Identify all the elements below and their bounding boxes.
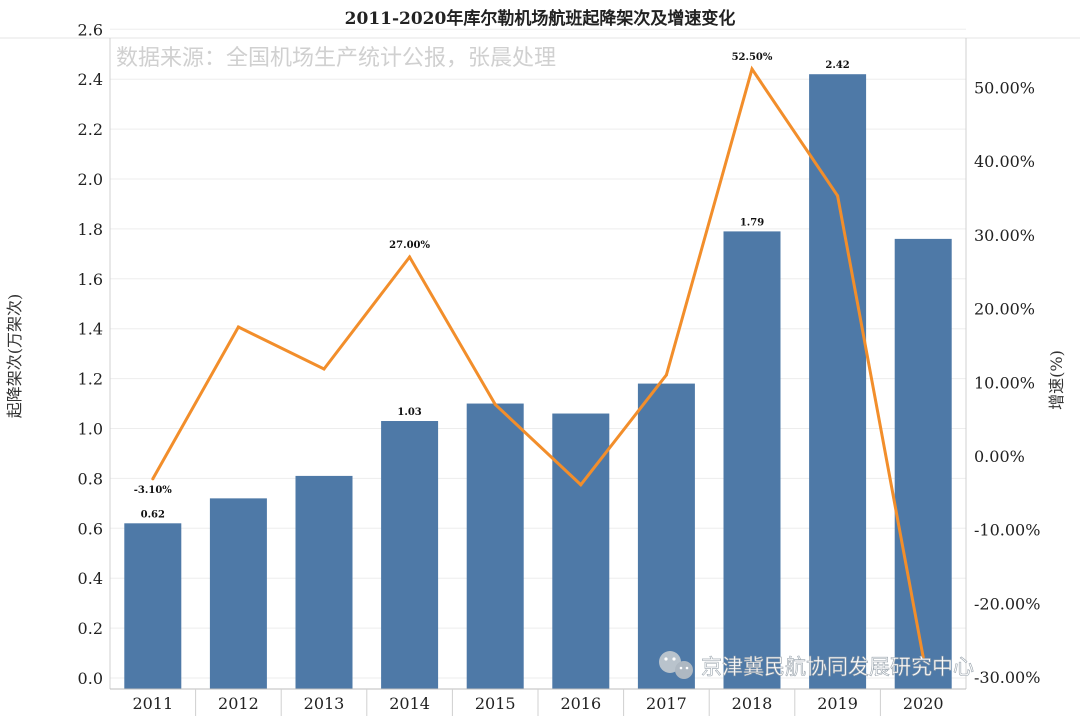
x-tick-label-2016: 2016 (560, 694, 601, 713)
bar-2015 (466, 403, 524, 689)
axes: 0.00.20.40.60.81.01.21.41.61.82.02.22.42… (78, 20, 1040, 716)
x-tick-label-2018: 2018 (732, 694, 773, 713)
growth-point-2012 (236, 325, 240, 329)
right-tick-label: 50.00% (974, 79, 1035, 98)
data-labels: 0.62 1.03 1.79 2.42 -3.10% 27.00% 52.50% (134, 52, 850, 520)
bar-value-label-2019: 2.42 (825, 60, 849, 71)
bar-2014 (381, 421, 439, 689)
x-tick-label-2012: 2012 (218, 694, 259, 713)
growth-point-2017 (664, 373, 668, 377)
bar-2016 (552, 413, 610, 689)
left-tick-label: 2.6 (78, 20, 103, 39)
bar-2013 (295, 475, 353, 689)
left-tick-label: 1.8 (78, 220, 103, 239)
growth-point-2020 (921, 655, 925, 659)
left-tick-label: 0.0 (78, 669, 103, 688)
x-tick-label-2011: 2011 (132, 694, 173, 713)
left-tick-label: 2.0 (78, 170, 103, 189)
bar-2019 (809, 74, 867, 689)
growth-value-label-2018: 52.50% (732, 52, 773, 63)
right-tick-label: -30.00% (974, 668, 1040, 687)
growth-point-2013 (322, 367, 326, 371)
x-tick-label-2017: 2017 (646, 694, 687, 713)
bar-2018 (723, 231, 781, 689)
bar-2011 (124, 523, 182, 689)
right-tick-label: 20.00% (974, 300, 1035, 319)
x-tick-label-2019: 2019 (817, 694, 858, 713)
left-tick-label: 1.6 (78, 270, 103, 289)
growth-point-2014 (408, 255, 412, 259)
growth-point-2011 (151, 477, 155, 481)
right-tick-label: -20.00% (974, 594, 1040, 613)
left-tick-label: 0.8 (78, 469, 103, 488)
bar-value-label-2011: 0.62 (141, 509, 165, 520)
growth-value-label-2014: 27.00% (389, 240, 430, 251)
right-axis-label: 增速(%) (1047, 350, 1066, 410)
growth-value-label-2011: -3.10% (134, 485, 173, 496)
x-tick-label-2013: 2013 (304, 694, 345, 713)
growth-point-2019 (836, 194, 840, 198)
left-tick-label: 1.2 (78, 370, 103, 389)
right-tick-label: 10.00% (974, 373, 1035, 392)
growth-point-2015 (493, 402, 497, 406)
chart-title: 2011-2020年库尔勒机场航班起降架次及增速变化 (345, 8, 736, 29)
wechat-icon (659, 651, 693, 679)
bar-2017 (637, 383, 695, 689)
bar-2012 (209, 498, 267, 689)
bar-value-label-2018: 1.79 (740, 217, 764, 228)
left-tick-label: 0.4 (78, 569, 103, 588)
growth-line-series (151, 65, 925, 659)
left-tick-label: 0.2 (78, 619, 103, 638)
right-tick-label: 30.00% (974, 226, 1035, 245)
x-tick-label-2014: 2014 (389, 694, 430, 713)
bar-series (124, 74, 952, 689)
left-tick-label: 1.4 (78, 320, 103, 339)
source-note: 数据来源：全国机场生产统计公报，张晨处理 (116, 46, 556, 71)
growth-point-2018 (750, 67, 754, 71)
growth-line (151, 65, 925, 658)
right-tick-label: 40.00% (974, 152, 1035, 171)
watermark-text: 京津冀民航协同发展研究中心 (701, 655, 974, 679)
left-tick-label: 1.0 (78, 420, 103, 439)
watermark: 京津冀民航协同发展研究中心 (659, 651, 974, 679)
bar-value-label-2014: 1.03 (397, 407, 421, 418)
x-tick-label-2015: 2015 (475, 694, 516, 713)
left-tick-label: 2.2 (78, 120, 103, 139)
left-tick-label: 0.6 (78, 519, 103, 538)
bar-2020 (894, 238, 952, 689)
left-axis-label: 起降架次(万架次) (5, 294, 24, 419)
right-tick-label: -10.00% (974, 521, 1040, 540)
growth-point-2016 (579, 483, 583, 487)
left-tick-label: 2.4 (78, 70, 103, 89)
right-tick-label: 0.00% (974, 447, 1025, 466)
x-tick-label-2020: 2020 (903, 694, 944, 713)
